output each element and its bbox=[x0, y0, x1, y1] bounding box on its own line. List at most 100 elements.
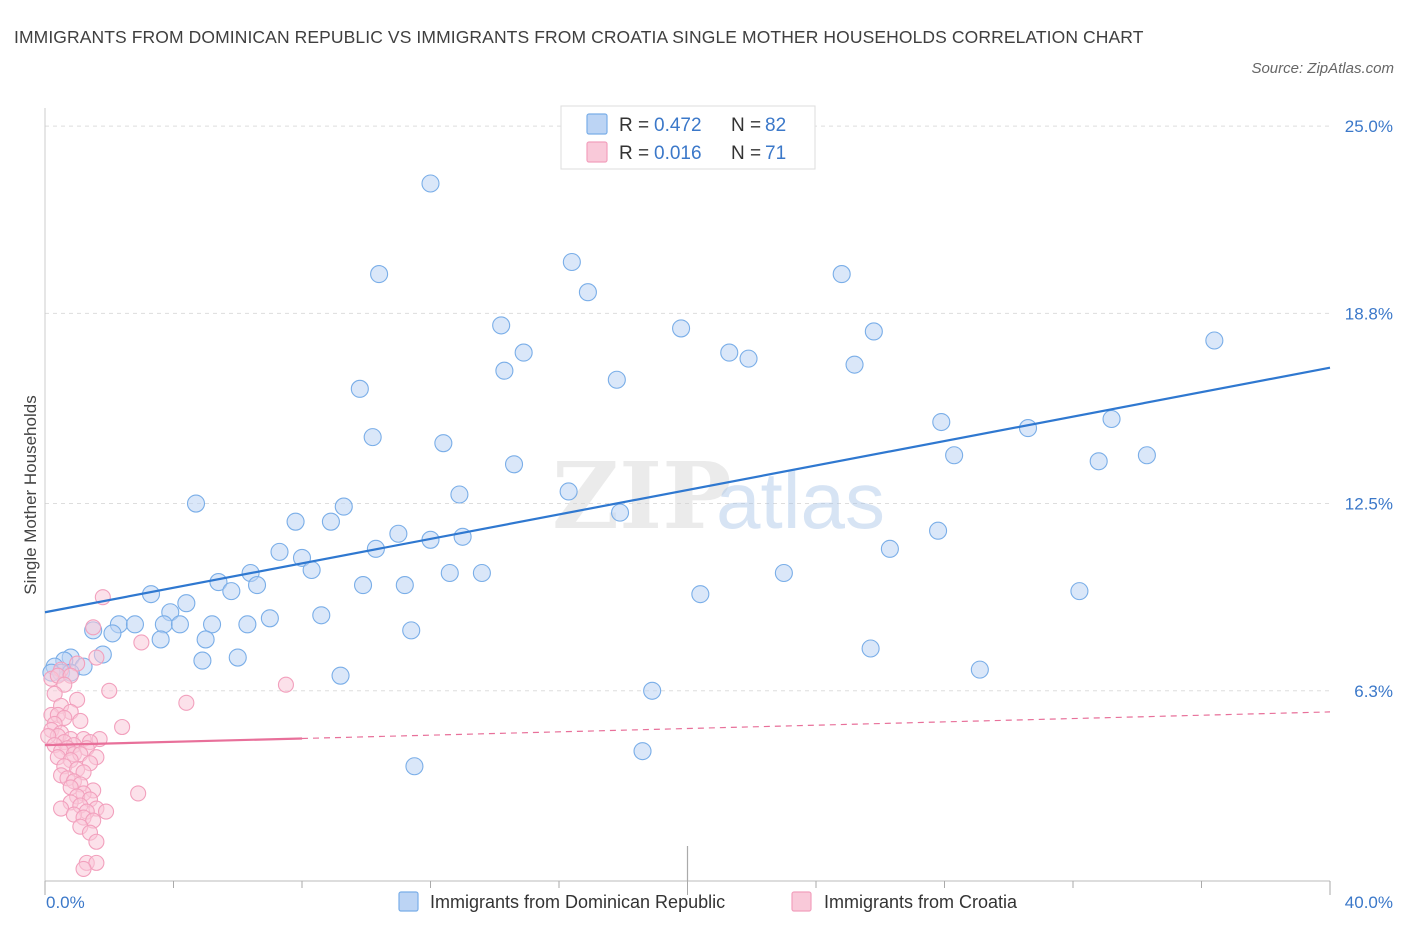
point-dominican-republic-11 bbox=[739, 349, 758, 368]
point-dominican-republic-47 bbox=[353, 576, 373, 595]
point-dominican-republic-68 bbox=[228, 648, 247, 667]
point-dominican-republic-20 bbox=[1018, 419, 1038, 438]
point-dominican-republic-74 bbox=[861, 639, 880, 658]
point-croatia-11 bbox=[101, 682, 118, 699]
bottom-legend-swatch-pink bbox=[791, 891, 812, 912]
trend-line-croatia-dashed bbox=[301, 711, 1331, 740]
series-croatia-points bbox=[40, 589, 294, 877]
point-dominican-republic-1 bbox=[370, 265, 389, 284]
svg-text:R = N = R =: R = N = R = N = bbox=[619, 115, 766, 164]
point-dominican-republic-17 bbox=[434, 434, 453, 453]
point-dominican-republic-64 bbox=[103, 624, 122, 643]
point-dominican-republic-22 bbox=[945, 446, 964, 465]
point-dominican-republic-14 bbox=[607, 370, 626, 389]
axes bbox=[44, 108, 1331, 895]
legend-r-label-1: R = bbox=[619, 115, 649, 136]
point-dominican-republic-24 bbox=[1137, 446, 1156, 465]
point-dominican-republic-83 bbox=[633, 742, 652, 761]
point-dominican-republic-53 bbox=[691, 585, 710, 604]
y-tick-label-3: 25.0% bbox=[1345, 117, 1393, 136]
point-dominican-republic-19 bbox=[932, 412, 951, 432]
point-dominican-republic-6 bbox=[672, 319, 691, 338]
point-dominican-republic-61 bbox=[203, 615, 222, 634]
point-dominican-republic-66 bbox=[196, 630, 215, 649]
legend-r-value-2: 0.016 bbox=[654, 143, 702, 164]
point-dominican-republic-49 bbox=[774, 563, 793, 583]
point-dominican-republic-23 bbox=[1089, 452, 1108, 471]
point-dominican-republic-29 bbox=[610, 503, 630, 522]
point-dominican-republic-18 bbox=[504, 455, 524, 474]
point-dominican-republic-52 bbox=[177, 594, 196, 613]
bottom-legend-label-pink: Immigrants from Croatia bbox=[824, 892, 1018, 912]
point-dominican-republic-0 bbox=[421, 174, 440, 193]
point-dominican-republic-62 bbox=[238, 615, 257, 634]
point-dominican-republic-10 bbox=[720, 343, 739, 362]
point-croatia-59 bbox=[53, 800, 70, 817]
bottom-legend-swatch-blue bbox=[398, 891, 419, 912]
point-dominican-republic-79 bbox=[331, 666, 350, 685]
legend-swatch-pink bbox=[586, 141, 608, 163]
point-dominican-republic-12 bbox=[845, 355, 864, 374]
point-dominican-republic-15 bbox=[350, 379, 369, 398]
point-dominican-republic-26 bbox=[559, 482, 578, 501]
legend: R = N = R = N = 0.472 82 0.016 71 bbox=[560, 105, 816, 170]
point-dominican-republic-42 bbox=[440, 563, 459, 583]
point-dominican-republic-46 bbox=[222, 582, 241, 601]
watermark-zip: ZIP bbox=[552, 442, 731, 550]
point-dominican-republic-3 bbox=[578, 283, 597, 302]
point-croatia-14 bbox=[178, 694, 195, 711]
svg-text:0.472 82 0.016: 0.472 82 0.016 71 bbox=[654, 115, 791, 164]
point-dominican-republic-30 bbox=[286, 512, 305, 531]
y-tick-label-1: 12.5% bbox=[1345, 495, 1393, 514]
point-croatia-10 bbox=[277, 676, 294, 693]
point-dominican-republic-55 bbox=[260, 609, 279, 628]
legend-n-label-2: N = bbox=[731, 143, 761, 164]
point-dominican-republic-4 bbox=[832, 265, 851, 284]
grid-lines bbox=[45, 125, 1330, 692]
legend-n-value-2: 71 bbox=[765, 143, 786, 164]
watermark-atlas: atlas bbox=[716, 456, 885, 545]
point-croatia-3 bbox=[88, 649, 105, 666]
point-dominican-republic-36 bbox=[270, 542, 289, 561]
point-dominican-republic-67 bbox=[402, 621, 421, 640]
point-dominican-republic-21 bbox=[1102, 409, 1121, 429]
point-croatia-52 bbox=[130, 785, 147, 802]
point-dominican-republic-32 bbox=[389, 524, 408, 543]
legend-n-label-1: N = bbox=[731, 115, 761, 136]
point-dominican-republic-7 bbox=[864, 322, 883, 341]
point-croatia-2 bbox=[133, 634, 150, 651]
legend-r-label-2: R = bbox=[619, 143, 649, 164]
y-tick-label-0: 6.3% bbox=[1354, 682, 1393, 701]
trend-line-dominican-republic bbox=[44, 366, 1331, 614]
point-croatia-69 bbox=[88, 854, 105, 871]
y-tick-label-2: 18.8% bbox=[1345, 304, 1393, 323]
point-croatia-20 bbox=[72, 712, 89, 730]
point-dominican-republic-82 bbox=[405, 757, 424, 776]
trend-line-croatia-solid bbox=[44, 737, 303, 747]
chart-title: IMMIGRANTS FROM DOMINICAN REPUBLIC VS IM… bbox=[14, 27, 1144, 47]
point-dominican-republic-35 bbox=[929, 521, 948, 540]
watermark: ZIP atlas bbox=[552, 442, 885, 550]
point-croatia-67 bbox=[88, 833, 105, 850]
bottom-legend-label-blue: Immigrants from Dominican Republic bbox=[430, 892, 725, 912]
bottom-legend: Immigrants from Dominican Republic Immig… bbox=[398, 891, 1018, 912]
point-dominican-republic-60 bbox=[170, 615, 189, 634]
point-dominican-republic-28 bbox=[334, 497, 353, 516]
y-axis-label: Single Mother Households bbox=[21, 395, 40, 594]
point-dominican-republic-48 bbox=[395, 576, 414, 595]
point-dominican-republic-65 bbox=[151, 630, 170, 649]
point-dominican-republic-2 bbox=[562, 252, 581, 272]
point-dominican-republic-25 bbox=[450, 485, 469, 504]
point-dominican-republic-9 bbox=[495, 361, 514, 380]
x-tick-label-1: 40.0% bbox=[1345, 893, 1393, 912]
point-dominican-republic-80 bbox=[970, 660, 989, 679]
source-label: Source: ZipAtlas.com bbox=[1251, 60, 1394, 77]
point-dominican-republic-81 bbox=[643, 681, 662, 700]
point-dominican-republic-27 bbox=[186, 494, 206, 513]
tick-labels: 6.3% 12.5% 18.8% 25.0% 0.0% 40.0% bbox=[46, 117, 1393, 912]
point-dominican-republic-58 bbox=[125, 615, 144, 634]
point-croatia-22 bbox=[114, 718, 131, 736]
point-dominican-republic-39 bbox=[880, 539, 899, 558]
legend-n-value-1: 82 bbox=[765, 115, 786, 136]
point-dominican-republic-8 bbox=[514, 343, 533, 362]
